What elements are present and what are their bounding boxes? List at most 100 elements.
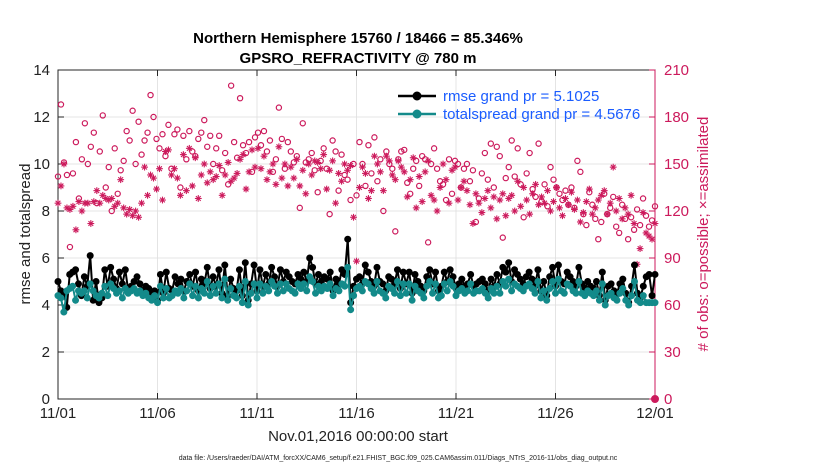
obs-zero-point: [651, 395, 659, 403]
assimilated-obs-point: [269, 160, 277, 168]
totalspread-point: [347, 306, 355, 314]
totalspread-point: [200, 289, 208, 297]
assimilated-obs-point: [57, 182, 65, 190]
totalspread-point: [393, 278, 401, 285]
assimilated-obs-point: [597, 191, 605, 199]
rmse-point: [598, 268, 606, 276]
totalspread-point: [309, 278, 317, 285]
assimilated-obs-point: [454, 196, 462, 204]
possible-obs-point: [541, 181, 548, 188]
possible-obs-point: [278, 135, 286, 143]
rmse-point: [115, 268, 123, 276]
assimilated-obs-point: [156, 165, 163, 173]
assimilated-obs-point: [242, 185, 250, 193]
assimilated-obs-point: [568, 188, 575, 196]
assimilated-obs-point: [275, 143, 283, 151]
assimilated-obs-point: [260, 152, 268, 160]
possible-obs-point: [595, 235, 602, 243]
assimilated-obs-point: [505, 195, 513, 202]
assimilated-obs-point: [72, 226, 80, 234]
rmse-point: [54, 278, 62, 285]
possible-obs-point: [636, 221, 644, 229]
totalspread-point: [592, 287, 600, 295]
assimilated-obs-point: [221, 171, 229, 179]
assimilated-obs-point: [326, 166, 334, 174]
assimilated-obs-point: [600, 187, 608, 195]
totalspread-point: [279, 287, 287, 295]
assimilated-obs-point: [538, 193, 545, 201]
possible-obs-point: [380, 207, 387, 215]
totalspread-point: [265, 287, 273, 295]
assimilated-obs-point: [90, 198, 98, 205]
possible-obs-point: [451, 157, 459, 165]
totalspread-point: [636, 299, 644, 307]
totalspread-point: [399, 280, 407, 288]
possible-obs-point: [490, 184, 498, 191]
totalspread-point: [508, 287, 516, 295]
assimilated-obs-point: [84, 199, 92, 207]
possible-obs-point: [445, 156, 453, 163]
possible-obs-point: [215, 132, 223, 139]
assimilated-obs-point: [388, 171, 396, 179]
rmse-point: [276, 266, 284, 274]
assimilated-obs-point: [439, 160, 447, 168]
totalspread-point: [227, 285, 235, 293]
assimilated-obs-point: [478, 209, 486, 216]
possible-obs-point: [174, 126, 181, 133]
totalspread-point: [253, 294, 261, 302]
possible-obs-point: [463, 160, 471, 168]
possible-obs-point: [526, 149, 533, 157]
possible-obs-point: [487, 140, 495, 147]
possible-obs-point: [430, 145, 438, 152]
assimilated-obs-point: [460, 177, 468, 185]
totalspread-point: [598, 280, 606, 288]
possible-obs-point: [320, 145, 327, 152]
possible-obs-point: [633, 206, 641, 213]
rmse-point: [186, 270, 194, 278]
totalspread-point: [502, 282, 510, 290]
assimilated-obs-point: [117, 176, 125, 184]
possible-obs-point: [201, 116, 208, 124]
rmse-point: [72, 266, 80, 274]
assimilated-obs-point: [508, 191, 516, 199]
rmse-point: [221, 261, 229, 269]
possible-obs-point: [651, 203, 659, 210]
totalspread-point: [464, 287, 472, 295]
rmse-point: [534, 266, 542, 274]
rmse-point: [192, 268, 200, 276]
assimilated-obs-point: [75, 198, 83, 205]
possible-obs-point: [615, 229, 623, 237]
possible-obs-point: [108, 207, 115, 215]
totalspread-point: [402, 289, 410, 297]
assimilated-obs-point: [442, 176, 450, 184]
totalspread-point: [80, 287, 88, 295]
possible-obs-point: [577, 168, 584, 176]
totalspread-point: [490, 289, 498, 297]
rmse-point: [268, 263, 276, 271]
rmse-point: [203, 263, 211, 271]
totalspread-point: [329, 292, 337, 300]
rmse-point: [405, 268, 413, 276]
assimilated-obs-point: [108, 195, 116, 202]
assimilated-obs-point: [466, 201, 474, 209]
totalspread-point: [189, 292, 197, 300]
possible-obs-point: [96, 148, 103, 155]
assimilated-obs-point: [406, 176, 414, 184]
possible-obs-point: [120, 157, 127, 165]
assimilated-obs-point: [550, 198, 557, 205]
possible-obs-point: [254, 129, 262, 136]
totalspread-point: [335, 287, 343, 295]
possible-obs-point: [612, 223, 620, 230]
legend-totalspread-label: totalspread grand pr = 4.5676: [443, 106, 640, 123]
legend-totalspread-marker: [412, 109, 422, 119]
totalspread-point: [180, 294, 188, 302]
assimilated-obs-point: [517, 202, 525, 210]
possible-obs-point: [275, 104, 283, 111]
assimilated-obs-point: [347, 162, 354, 169]
obs-count-series: [54, 82, 659, 403]
totalspread-point: [493, 282, 501, 290]
rmse-point: [493, 270, 501, 278]
assimilated-obs-point: [499, 190, 507, 198]
y-right-tick-label: 30: [664, 344, 681, 361]
assimilated-obs-point: [278, 174, 286, 182]
